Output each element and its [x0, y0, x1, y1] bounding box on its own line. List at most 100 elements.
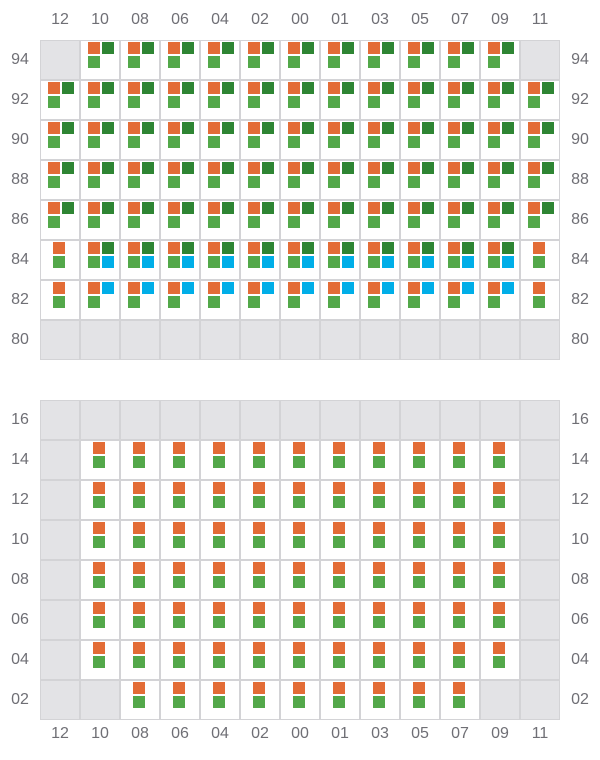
slot-cell[interactable] [241, 561, 279, 599]
slot-cell[interactable] [161, 161, 199, 199]
slot-cell[interactable] [281, 201, 319, 239]
slot-cell[interactable] [321, 201, 359, 239]
slot-cell[interactable] [361, 681, 399, 719]
slot-cell[interactable] [81, 81, 119, 119]
slot-cell[interactable] [241, 121, 279, 159]
slot-cell[interactable] [81, 481, 119, 519]
slot-cell[interactable] [361, 481, 399, 519]
slot-cell[interactable] [321, 81, 359, 119]
slot-cell[interactable] [401, 601, 439, 639]
slot-cell[interactable] [361, 561, 399, 599]
slot-cell[interactable] [161, 281, 199, 319]
slot-cell[interactable] [521, 281, 559, 319]
slot-cell[interactable] [401, 521, 439, 559]
slot-cell[interactable] [441, 441, 479, 479]
slot-cell[interactable] [241, 161, 279, 199]
slot-cell[interactable] [321, 481, 359, 519]
slot-cell[interactable] [321, 441, 359, 479]
slot-cell[interactable] [361, 641, 399, 679]
slot-cell[interactable] [361, 121, 399, 159]
slot-cell[interactable] [41, 241, 79, 279]
slot-cell[interactable] [161, 241, 199, 279]
slot-cell[interactable] [161, 201, 199, 239]
slot-cell[interactable] [121, 241, 159, 279]
slot-cell[interactable] [161, 121, 199, 159]
slot-cell[interactable] [401, 201, 439, 239]
slot-cell[interactable] [281, 521, 319, 559]
slot-cell[interactable] [81, 161, 119, 199]
slot-cell[interactable] [441, 161, 479, 199]
slot-cell[interactable] [441, 521, 479, 559]
slot-cell[interactable] [241, 641, 279, 679]
slot-cell[interactable] [321, 601, 359, 639]
slot-cell[interactable] [241, 521, 279, 559]
slot-cell[interactable] [281, 121, 319, 159]
slot-cell[interactable] [361, 441, 399, 479]
slot-cell[interactable] [201, 161, 239, 199]
slot-cell[interactable] [201, 561, 239, 599]
slot-cell[interactable] [121, 161, 159, 199]
slot-cell[interactable] [361, 241, 399, 279]
slot-cell[interactable] [241, 441, 279, 479]
slot-cell[interactable] [481, 441, 519, 479]
slot-cell[interactable] [321, 561, 359, 599]
slot-cell[interactable] [121, 601, 159, 639]
slot-cell[interactable] [201, 121, 239, 159]
slot-cell[interactable] [281, 561, 319, 599]
slot-cell[interactable] [521, 241, 559, 279]
slot-cell[interactable] [81, 641, 119, 679]
slot-cell[interactable] [361, 521, 399, 559]
slot-cell[interactable] [121, 521, 159, 559]
slot-cell[interactable] [441, 681, 479, 719]
slot-cell[interactable] [321, 281, 359, 319]
slot-cell[interactable] [481, 601, 519, 639]
slot-cell[interactable] [281, 641, 319, 679]
slot-cell[interactable] [161, 441, 199, 479]
slot-cell[interactable] [481, 561, 519, 599]
slot-cell[interactable] [81, 521, 119, 559]
slot-cell[interactable] [281, 161, 319, 199]
slot-cell[interactable] [81, 601, 119, 639]
slot-cell[interactable] [241, 601, 279, 639]
slot-cell[interactable] [81, 561, 119, 599]
slot-cell[interactable] [481, 201, 519, 239]
slot-cell[interactable] [241, 681, 279, 719]
slot-cell[interactable] [281, 681, 319, 719]
slot-cell[interactable] [441, 201, 479, 239]
slot-cell[interactable] [161, 481, 199, 519]
slot-cell[interactable] [361, 161, 399, 199]
slot-cell[interactable] [161, 81, 199, 119]
slot-cell[interactable] [81, 441, 119, 479]
slot-cell[interactable] [121, 81, 159, 119]
slot-cell[interactable] [281, 41, 319, 79]
slot-cell[interactable] [201, 281, 239, 319]
slot-cell[interactable] [121, 481, 159, 519]
slot-cell[interactable] [121, 681, 159, 719]
slot-cell[interactable] [441, 481, 479, 519]
slot-cell[interactable] [41, 201, 79, 239]
slot-cell[interactable] [201, 601, 239, 639]
slot-cell[interactable] [201, 681, 239, 719]
slot-cell[interactable] [521, 81, 559, 119]
slot-cell[interactable] [321, 641, 359, 679]
slot-cell[interactable] [481, 241, 519, 279]
slot-cell[interactable] [361, 601, 399, 639]
slot-cell[interactable] [121, 441, 159, 479]
slot-cell[interactable] [201, 441, 239, 479]
slot-cell[interactable] [241, 281, 279, 319]
slot-cell[interactable] [241, 201, 279, 239]
slot-cell[interactable] [401, 481, 439, 519]
slot-cell[interactable] [401, 561, 439, 599]
slot-cell[interactable] [441, 81, 479, 119]
slot-cell[interactable] [321, 521, 359, 559]
slot-cell[interactable] [121, 561, 159, 599]
slot-cell[interactable] [201, 41, 239, 79]
slot-cell[interactable] [521, 201, 559, 239]
slot-cell[interactable] [161, 601, 199, 639]
slot-cell[interactable] [481, 641, 519, 679]
slot-cell[interactable] [41, 81, 79, 119]
slot-cell[interactable] [81, 281, 119, 319]
slot-cell[interactable] [241, 481, 279, 519]
slot-cell[interactable] [401, 281, 439, 319]
slot-cell[interactable] [401, 641, 439, 679]
